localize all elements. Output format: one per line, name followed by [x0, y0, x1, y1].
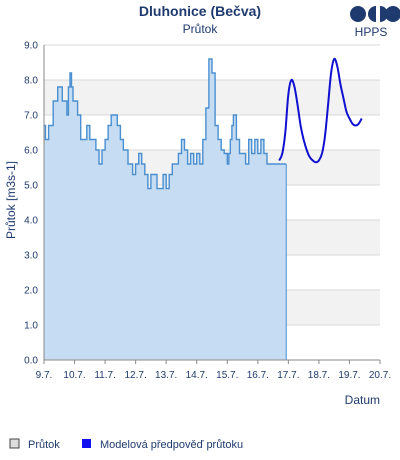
legend-swatch-forecast [82, 439, 91, 448]
y-axis-label: Průtok [m3s-1] [4, 161, 18, 239]
observed-area [44, 59, 287, 360]
legend-label-forecast: Modelová předpověď průtoku [100, 439, 243, 451]
axes [43, 45, 380, 361]
hpps-logo: HPPS [350, 6, 400, 39]
y-tick-label: 3.0 [24, 251, 38, 262]
x-tick-labels: 9.7. 10.7. 11.7. 12.7. 13.7. 14.7. 15.7. 16.7. 1… [36, 360, 391, 381]
y-tick-label: 9.0 [24, 41, 38, 52]
x-tick-label: 20.7. [369, 370, 391, 381]
chart-subtitle: Průtok [183, 22, 219, 36]
y-tick-label: 5.0 [24, 181, 38, 192]
y-tick-label: 6.0 [24, 146, 38, 157]
y-tick-label: 2.0 [24, 286, 38, 297]
logo-dot-icon [350, 6, 366, 22]
x-tick-label: 19.7. [338, 370, 360, 381]
x-tick-label: 9.7. [36, 370, 53, 381]
y-tick-label: 1.0 [24, 321, 38, 332]
x-tick-label: 18.7. [308, 370, 330, 381]
y-tick-label: 0.0 [24, 356, 38, 367]
forecast-line [278, 57, 363, 164]
logo-half-right-icon [380, 6, 388, 22]
forecast-series [278, 57, 363, 164]
x-axis-label: Datum [345, 393, 380, 407]
x-tick-label: 16.7. [247, 370, 269, 381]
y-tick-label: 7.0 [24, 111, 38, 122]
x-tick-label: 11.7. [94, 370, 116, 381]
x-tick-label: 12.7. [125, 370, 147, 381]
logo-dot-right-icon [385, 6, 400, 22]
legend-label-observed: Průtok [28, 439, 60, 451]
logo-half-left-icon [368, 6, 376, 22]
legend-item-forecast: Modelová předpověď průtoku [82, 439, 243, 451]
observed-line [44, 58, 287, 190]
chart-title: Dluhonice (Bečva) [139, 3, 261, 19]
legend: Průtok Modelová předpověď průtoku [9, 438, 243, 451]
x-tick-label: 10.7. [63, 370, 85, 381]
legend-swatch-observed [9, 438, 20, 449]
x-tick-label: 15.7. [216, 370, 238, 381]
x-tick-label: 13.7. [155, 370, 177, 381]
x-tick-label: 14.7. [186, 370, 208, 381]
logo-text: HPPS [355, 25, 388, 39]
y-tick-label: 4.0 [24, 216, 38, 227]
y-tick-label: 8.0 [24, 76, 38, 87]
observed-series [44, 58, 287, 360]
legend-item-observed: Průtok [9, 438, 60, 451]
x-tick-label: 17.7. [277, 370, 299, 381]
y-tick-labels: 0.0 1.0 2.0 3.0 4.0 5.0 6.0 7.0 8.0 9.0 [24, 41, 38, 367]
